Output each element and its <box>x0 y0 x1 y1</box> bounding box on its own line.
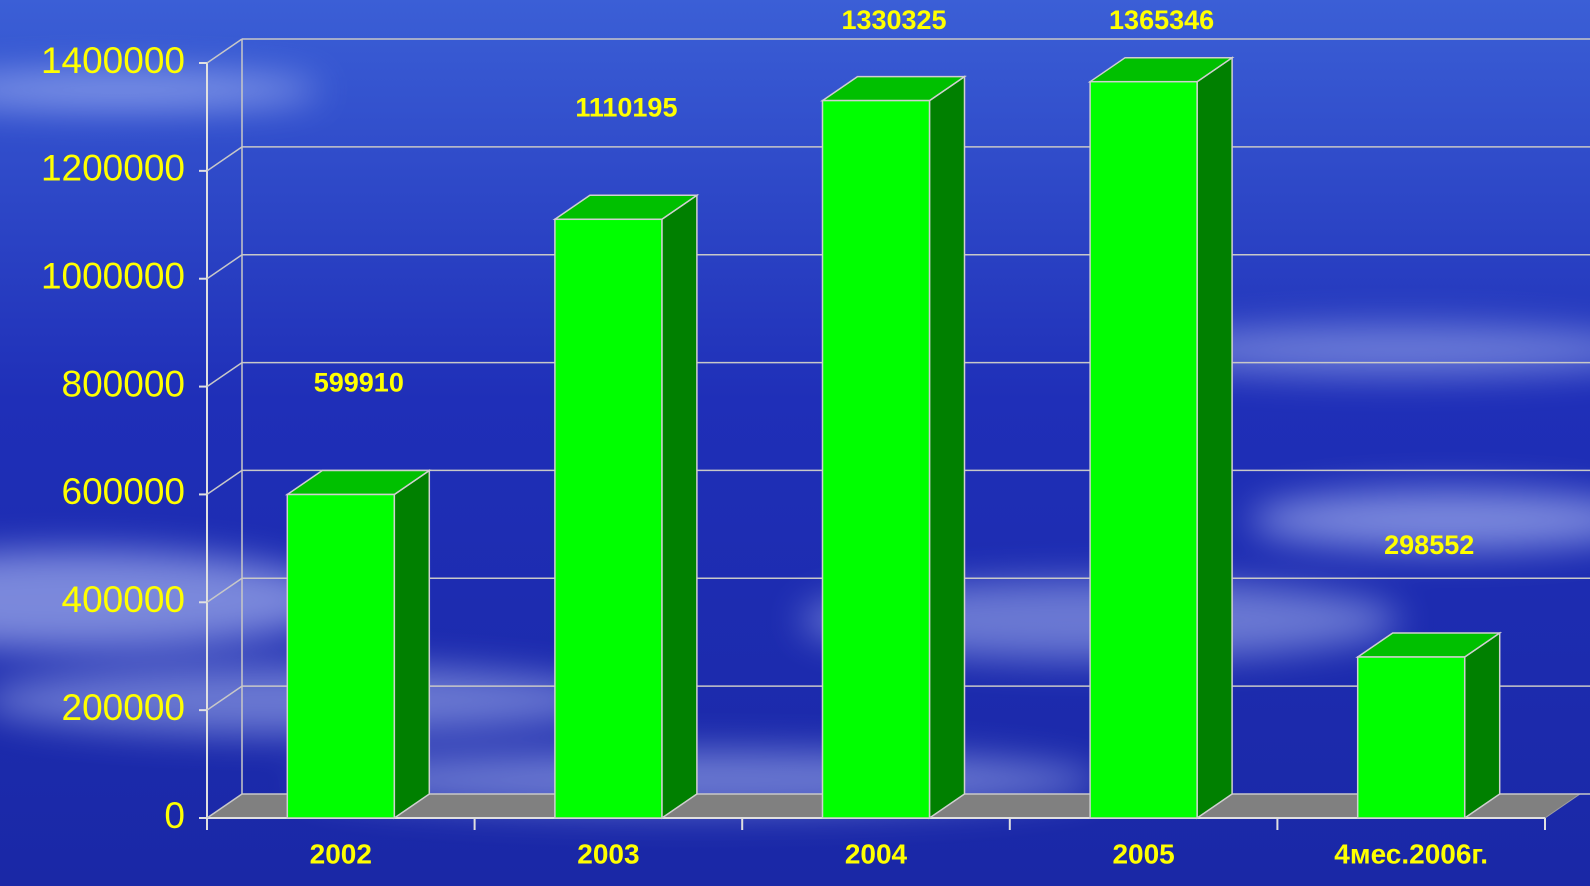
y-tick-label: 1200000 <box>41 148 185 189</box>
bar-side <box>393 469 431 820</box>
value-label: 1330325 <box>841 5 946 35</box>
x-tick-label: 2002 <box>310 838 372 869</box>
value-label: 298552 <box>1384 530 1474 560</box>
plot-area: 0 200000 400000 600000 800000 1000000 1200000 1… <box>41 5 1590 869</box>
y-tick-label: 0 <box>164 795 185 836</box>
grid-line-diagonal <box>206 577 243 603</box>
grid-line-diagonal <box>206 254 243 280</box>
bar <box>554 218 663 819</box>
y-tick-label: 200000 <box>62 687 185 728</box>
bar-side <box>1196 56 1233 820</box>
y-tick-label: 1400000 <box>41 40 185 81</box>
grid-line-diagonal <box>206 469 243 496</box>
value-label: 1110195 <box>575 92 677 122</box>
bar-side <box>1463 631 1501 820</box>
grid-line-diagonal <box>206 793 243 819</box>
y-tick-label: 400000 <box>62 579 185 620</box>
bar <box>1356 656 1466 819</box>
grid-line-diagonal <box>206 685 243 711</box>
bar <box>821 99 931 819</box>
grid-line-diagonal <box>206 361 243 388</box>
x-tick-label: 4мес.2006г. <box>1334 838 1488 869</box>
y-tick-label: 1000000 <box>41 255 185 296</box>
y-tick-label: 600000 <box>62 471 185 512</box>
bar-side <box>928 75 966 820</box>
x-tick-label: 2003 <box>577 838 639 869</box>
y-tick-label: 800000 <box>62 363 185 404</box>
x-tick-label: 2004 <box>845 838 908 869</box>
bar <box>286 493 396 819</box>
grid-line-diagonal <box>206 146 243 172</box>
bar <box>1089 80 1198 819</box>
grid-line-diagonal <box>206 38 243 64</box>
value-label: 1365346 <box>1109 5 1214 35</box>
x-tick-label: 2005 <box>1112 838 1174 869</box>
value-label: 599910 <box>314 368 404 398</box>
bar-side <box>661 193 698 820</box>
